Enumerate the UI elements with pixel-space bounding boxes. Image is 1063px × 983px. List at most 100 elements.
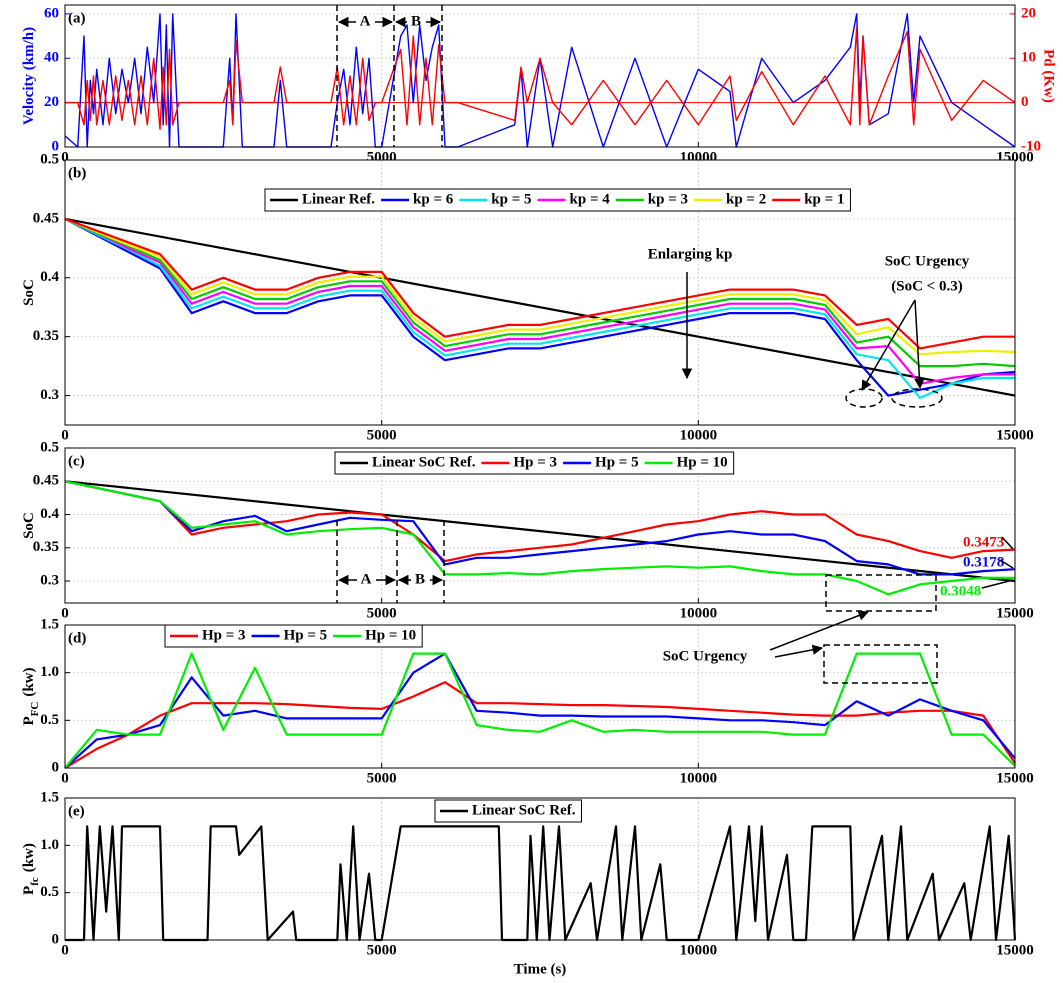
legend-label: kp = 4 — [570, 191, 611, 207]
legend-label: Hp = 10 — [677, 454, 728, 470]
end-value-label: 0.3048 — [940, 583, 981, 599]
x-axis-label: Time (s) — [514, 961, 567, 977]
series-line — [64, 13, 1016, 148]
legend-label: Hp = 10 — [365, 627, 416, 643]
y2-tick-label: 10 — [1021, 50, 1036, 66]
series-line — [64, 217, 1016, 368]
plot-frame — [64, 4, 1016, 148]
series-line — [64, 217, 1015, 385]
plot-frame — [64, 447, 1016, 604]
series-line — [64, 480, 1016, 576]
y-axis-label-main: SoC — [21, 512, 37, 539]
y-tick-label: 60 — [44, 5, 59, 21]
series-line — [64, 480, 1016, 596]
x-tick-label: 5000 — [367, 605, 397, 621]
legend-label: kp = 3 — [648, 191, 688, 207]
y-axis-label: SoC — [21, 512, 37, 539]
y-axis-label: SoC — [21, 279, 37, 306]
annotation: SoC Urgency — [885, 253, 970, 269]
annotation-shape — [823, 644, 938, 684]
legend-label: kp = 5 — [491, 191, 531, 207]
series-line — [64, 217, 1016, 397]
y-tick-label: 0.3 — [40, 572, 59, 588]
panel-label: (c) — [68, 453, 85, 469]
y2-tick-label: 20 — [1021, 5, 1036, 21]
legend-label: Hp = 5 — [284, 627, 328, 643]
y2-axis-label: Pd (Kw) — [1041, 49, 1057, 103]
x-tick-label: 0 — [61, 149, 69, 165]
y-tick-label: 0.4 — [40, 269, 59, 285]
y-tick-label: 0.4 — [40, 506, 59, 522]
annotation-shape — [774, 644, 824, 658]
plot-frame — [64, 159, 1016, 426]
annotation: (SoC < 0.3) — [891, 278, 962, 294]
y-axis-label-sub: FC — [29, 702, 41, 717]
y-tick-label: 0.5 — [40, 151, 59, 167]
series-line — [64, 480, 1016, 563]
annotation-shape — [825, 574, 937, 612]
y-tick-label: 0.35 — [33, 328, 59, 344]
x-tick-label: 15000 — [996, 770, 1034, 786]
x-tick-label: 5000 — [367, 427, 397, 443]
annotation: A — [361, 571, 372, 587]
y-tick-label: 0.3 — [40, 387, 59, 403]
annotation: B — [411, 13, 421, 29]
series-line — [65, 26, 1016, 130]
x-tick-label: 15000 — [996, 427, 1034, 443]
y-tick-label: 0.5 — [40, 439, 59, 455]
y-axis-label-unit: (kw) — [21, 667, 37, 696]
end-value-label: 0.3473 — [963, 534, 1004, 550]
y-tick-label: 20 — [44, 94, 59, 110]
y-axis-label: Pfc (kw) — [21, 843, 40, 895]
x-tick-label: 5000 — [367, 942, 397, 958]
annotation-shape — [914, 299, 925, 390]
y-axis-label-main: SoC — [21, 279, 37, 306]
annotation-shape — [981, 579, 1014, 589]
annotation: Enlarging kp — [648, 246, 733, 262]
legend-box — [434, 799, 582, 823]
annotation-shape — [769, 610, 869, 651]
series-line — [64, 480, 1016, 583]
y-axis-label: Velocity (km/h) — [21, 27, 37, 125]
y-axis-label-main: P — [21, 886, 37, 895]
legend-label: Linear SoC Ref. — [472, 802, 576, 818]
series-line — [64, 652, 1016, 769]
legend-label: Hp = 5 — [595, 454, 639, 470]
annotation-shape — [1001, 536, 1014, 550]
y-tick-label: 1.0 — [40, 837, 59, 853]
x-tick-label: 10000 — [680, 770, 718, 786]
legend-label: Hp = 3 — [513, 454, 557, 470]
x-tick-label: 10000 — [680, 427, 718, 443]
y-tick-label: 40 — [44, 50, 59, 66]
legend-label: kp = 1 — [804, 191, 844, 207]
series-line — [64, 217, 1015, 399]
legend-label: kp = 2 — [726, 191, 766, 207]
x-tick-label: 10000 — [680, 605, 718, 621]
y-axis-label-unit: (kw) — [21, 843, 37, 872]
annotation: SoC Urgency — [663, 648, 748, 664]
y-tick-label: 0.5 — [40, 712, 59, 728]
x-tick-label: 15000 — [996, 605, 1034, 621]
plot-frame — [64, 797, 1016, 941]
y-axis-label-sub: fc — [29, 877, 41, 886]
y-tick-label: 0.35 — [33, 539, 59, 555]
legend-label: Hp = 3 — [202, 627, 246, 643]
annotation-shape — [861, 299, 916, 391]
series-line — [64, 681, 1016, 769]
series-line — [65, 825, 1017, 942]
series-line — [64, 217, 1016, 356]
x-tick-label: 0 — [61, 770, 69, 786]
series-line — [64, 217, 1015, 350]
y-tick-label: 0 — [52, 759, 60, 775]
y-axis-label-main: Velocity (km/h) — [21, 27, 37, 125]
x-tick-label: 10000 — [680, 942, 718, 958]
x-tick-label: 0 — [61, 427, 69, 443]
y-tick-label: 0.5 — [40, 884, 59, 900]
plot-area — [65, 625, 1015, 768]
y-axis-label-main: P — [21, 716, 37, 725]
legend-label: kp = 6 — [413, 191, 454, 207]
panel-label: (a) — [68, 10, 86, 26]
y-tick-label: 0.45 — [33, 210, 59, 226]
series-line — [64, 652, 1016, 769]
end-value-label: 0.3178 — [963, 554, 1004, 570]
